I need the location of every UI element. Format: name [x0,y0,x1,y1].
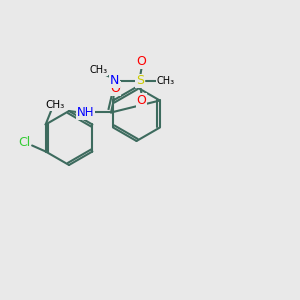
Text: O: O [137,94,147,107]
Text: CH₃: CH₃ [89,65,107,76]
Text: O: O [137,55,147,68]
Text: Cl: Cl [19,136,31,149]
Text: NH: NH [77,106,94,119]
Text: CH₃: CH₃ [45,100,64,110]
Text: S: S [136,74,144,88]
Text: N: N [110,74,119,88]
Text: O: O [111,82,120,95]
Text: CH₃: CH₃ [157,76,175,86]
